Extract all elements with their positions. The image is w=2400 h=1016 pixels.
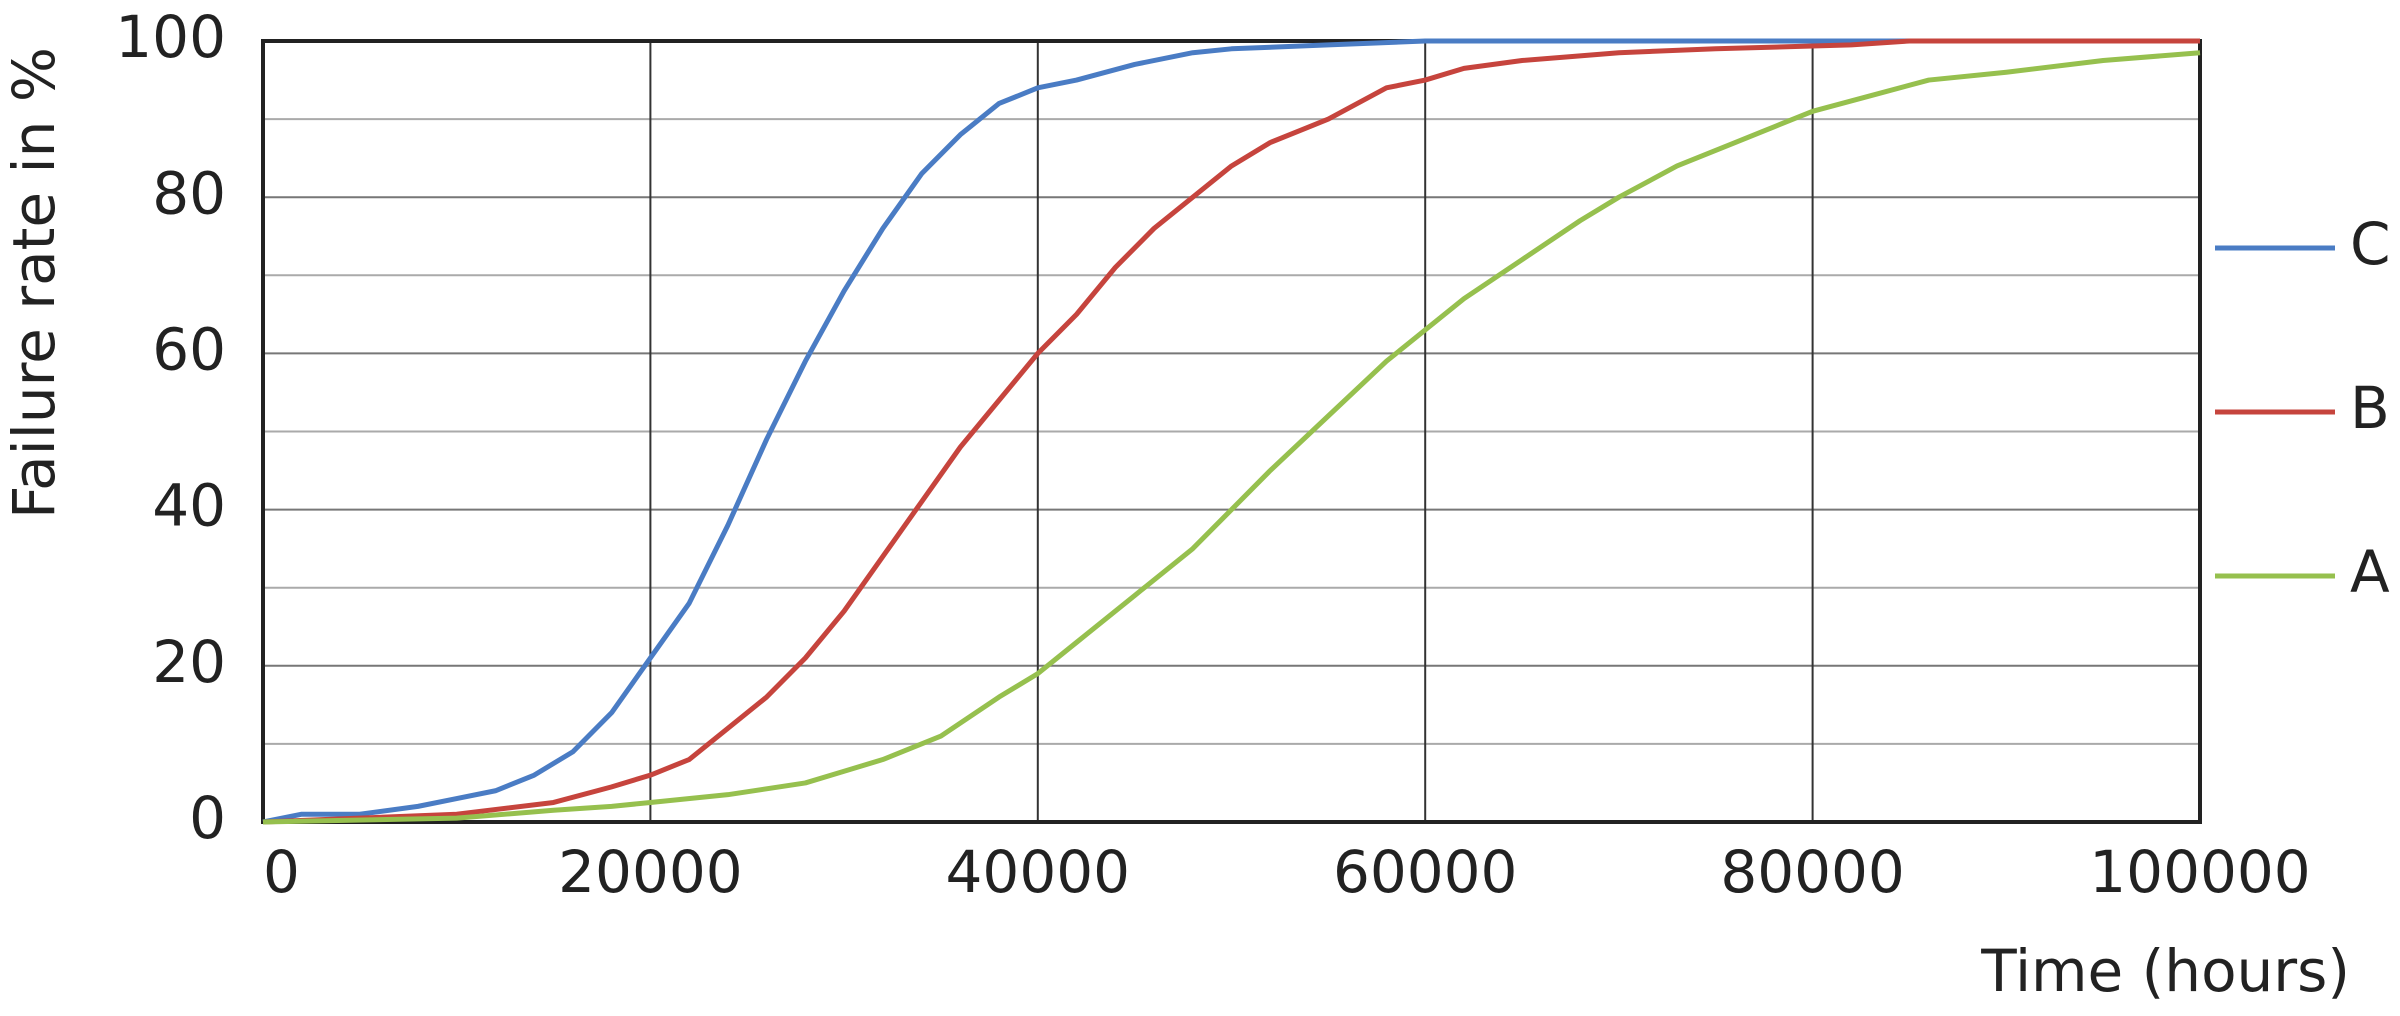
legend-label: B — [2350, 374, 2390, 442]
y-tick-label: 80 — [152, 159, 226, 227]
y-tick-label: 0 — [189, 784, 226, 852]
x-tick-label: 0 — [263, 838, 300, 906]
x-tick-label: 20000 — [558, 838, 743, 906]
x-tick-label: 80000 — [1720, 838, 1905, 906]
y-tick-label: 20 — [152, 628, 226, 696]
y-axis-label: Failure rate in % — [0, 47, 68, 519]
x-axis-label: Time (hours) — [1980, 937, 2350, 1005]
y-tick-label: 40 — [152, 472, 226, 540]
y-tick-label: 100 — [115, 3, 226, 71]
plot-border — [261, 39, 2202, 824]
x-tick-label: 60000 — [1333, 838, 1518, 906]
x-tick-label: 40000 — [946, 838, 1131, 906]
series-line — [262, 38, 2200, 825]
y-tick-label: 60 — [152, 316, 226, 384]
legend-label: A — [2350, 538, 2390, 606]
series-line — [262, 38, 2200, 825]
series-line — [262, 50, 2201, 825]
x-tick-label: 100000 — [2089, 838, 2310, 906]
legend-label: C — [2350, 210, 2391, 278]
